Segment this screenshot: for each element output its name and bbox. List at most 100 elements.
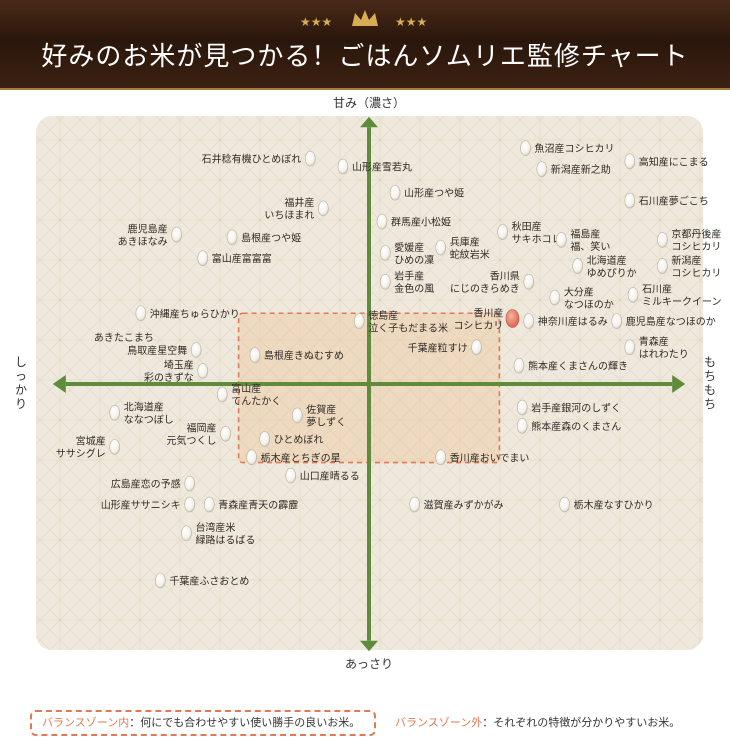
- rice-grain-icon: [217, 386, 228, 403]
- rice-grain-icon: [497, 224, 508, 240]
- rice-chart: 甘み（濃さ） あっさり しっかり もちもち 石井稔有機ひとめぼれ山形産雪若丸山形産つや…: [15, 96, 722, 671]
- rice-label: 広島産恋の予感: [111, 478, 181, 491]
- rice-grain-icon: [559, 496, 570, 513]
- legend-balance-inside: バランスゾーン内：何にでも合わせやすい使い勝手の良いお米。: [30, 710, 376, 736]
- rice-point: 広島産恋の予感: [111, 475, 195, 492]
- rice-point: 山口産晴るる: [285, 467, 360, 484]
- rice-grain-icon: [184, 496, 195, 513]
- rice-grain-icon: [657, 258, 668, 274]
- rice-point: 富山産てんたかく: [217, 382, 281, 408]
- rice-label: 滋賀産みずかがみ: [424, 499, 504, 512]
- rice-point: 富山産富富富: [197, 250, 272, 267]
- rice-grain-icon: [135, 305, 147, 322]
- rice-point: 魚沼産コシヒカリ: [520, 140, 614, 156]
- x-axis-arrow-left: [52, 375, 66, 393]
- rice-grain-icon: [611, 313, 623, 329]
- rice-label: 山形産つや姫: [404, 187, 464, 200]
- rice-grain-icon: [285, 467, 297, 484]
- rice-label: 高知産にこまる: [639, 155, 709, 168]
- rice-label: 青森産はれわたり: [639, 335, 689, 361]
- rice-point: 沖縄産ちゅらひかり: [135, 305, 240, 322]
- rice-grain-icon: [435, 449, 447, 466]
- rice-point: 京都丹後産コシヒカリ: [657, 228, 721, 254]
- rice-point: 石井稔有機ひとめぼれ: [202, 150, 316, 167]
- rice-point: 鹿児島産なつほのか: [611, 313, 716, 329]
- axis-label-right: もちもち: [704, 355, 716, 411]
- rice-label: 北海道産ゆめぴりか: [587, 254, 637, 280]
- rice-grain-icon: [520, 140, 531, 156]
- rice-label: 熊本産森のくまさん: [531, 420, 621, 433]
- rice-grain-icon: [549, 289, 561, 306]
- rice-label: 石井稔有機ひとめぼれ: [202, 153, 302, 166]
- rice-label: 愛媛産ひめの凜: [394, 241, 434, 267]
- rice-label: 秋田産サキホコレ: [512, 220, 562, 246]
- rice-label: 山口産晴るる: [300, 470, 360, 483]
- rice-grain-icon: [226, 229, 238, 246]
- rice-point: 滋賀産みずかがみ: [409, 496, 504, 513]
- rice-grain-icon: [516, 399, 528, 416]
- rice-grain-icon: [190, 342, 202, 358]
- rice-grain-icon: [624, 153, 636, 170]
- y-axis-arrow-bottom: [360, 640, 378, 652]
- rice-label: 埼玉産彩のきずな: [144, 359, 194, 385]
- rice-grain-icon: [627, 287, 639, 303]
- rice-label: 北海道産ななつぼし: [124, 401, 174, 427]
- rice-point: 青森産はれわたり: [624, 335, 689, 361]
- rice-point: 宮城産ササシグレ: [56, 435, 121, 461]
- rice-point: 栃木産とちぎの星: [246, 449, 341, 466]
- star-icon: ★★★: [395, 15, 427, 29]
- rice-point: 北海道産ななつぼし: [109, 401, 174, 427]
- rice-grain-icon: [376, 213, 388, 230]
- rice-label: 香川産コシヒカリ: [453, 306, 503, 332]
- rice-label: 魚沼産コシヒカリ: [534, 142, 614, 155]
- rice-label: 青森産青天の霹靂: [218, 499, 298, 512]
- rice-grain-icon: [249, 347, 261, 363]
- rice-point: 福岡産元気つくし: [167, 422, 231, 448]
- rice-point: 島根産つや姫: [226, 229, 301, 246]
- rice-label: 鳥取産星空舞: [127, 344, 187, 357]
- rice-grain-icon: [513, 357, 525, 374]
- rice-label: 鹿児島産なつほのか: [626, 315, 716, 328]
- rice-point: 熊本産くまさんの輝き: [513, 357, 628, 374]
- rice-label: 福岡産元気つくし: [167, 422, 217, 448]
- crown-icon: [352, 10, 378, 26]
- rice-label: 沖縄産ちゅらひかり: [150, 307, 240, 320]
- rice-grain-icon: [379, 245, 391, 261]
- rice-label: 鹿児島産あきほなみ: [118, 222, 168, 248]
- rice-point: 石川産ミルキークイーン: [627, 283, 722, 308]
- highlight-grain-icon: [505, 309, 520, 328]
- rice-point: 愛媛産ひめの凜: [379, 241, 434, 267]
- rice-point: 鹿児島産あきほなみ: [118, 222, 182, 248]
- rice-label: 岩手産銀河のしずく: [531, 402, 621, 415]
- crown-stars-decoration: ★★★ ★★★: [300, 10, 427, 29]
- rice-point: 大分産なつほのか: [549, 285, 614, 311]
- rice-point: 神奈川産はるみ: [523, 313, 608, 329]
- rice-grain-icon: [246, 449, 257, 466]
- rice-label: 福島産福、笑い: [570, 228, 610, 254]
- rice-grain-icon: [171, 226, 182, 243]
- rice-label: 栃木産なすひかり: [574, 499, 654, 512]
- header-banner: ★★★ ★★★ 好みのお米が見つかる！ごはんソムリエ監修チャート: [0, 0, 730, 90]
- rice-grain-icon: [471, 339, 482, 356]
- rice-label: 富山産富富富: [212, 252, 272, 265]
- rice-point: 高知産にこまる: [624, 153, 709, 170]
- rice-label: 新潟産新之助: [551, 163, 611, 176]
- rice-point: 徳島産泣く子もだまる米: [353, 309, 448, 335]
- rice-label: 福井産いちほまれ: [264, 196, 314, 222]
- rice-label: 京都丹後産コシヒカリ: [671, 228, 721, 254]
- rice-grain-icon: [536, 161, 548, 177]
- axis-label-top: 甘み（濃さ）: [333, 96, 405, 110]
- rice-label: 宮城産ササシグレ: [56, 435, 106, 461]
- legend-inside-key: バランスゾーン内: [42, 716, 130, 729]
- rice-label: 千葉産ふさおとめ: [169, 575, 249, 588]
- rice-point: 青森産青天の霹靂: [203, 496, 298, 513]
- rice-grain-icon: [409, 496, 420, 513]
- rice-point: 山形産つや姫: [389, 184, 464, 201]
- rice-label: 熊本産くまさんの輝き: [528, 360, 628, 373]
- rice-label: あきたこまち: [94, 332, 154, 344]
- rice-point: 石川産夢ごこち: [624, 192, 709, 209]
- rice-point: 福井産いちほまれ: [264, 196, 329, 222]
- rice-label: 徳島産泣く子もだまる米: [368, 309, 448, 335]
- rice-grain-icon: [305, 150, 316, 167]
- legend-inside-text: ：何にでも合わせやすい使い勝手の良いお米。: [129, 716, 361, 729]
